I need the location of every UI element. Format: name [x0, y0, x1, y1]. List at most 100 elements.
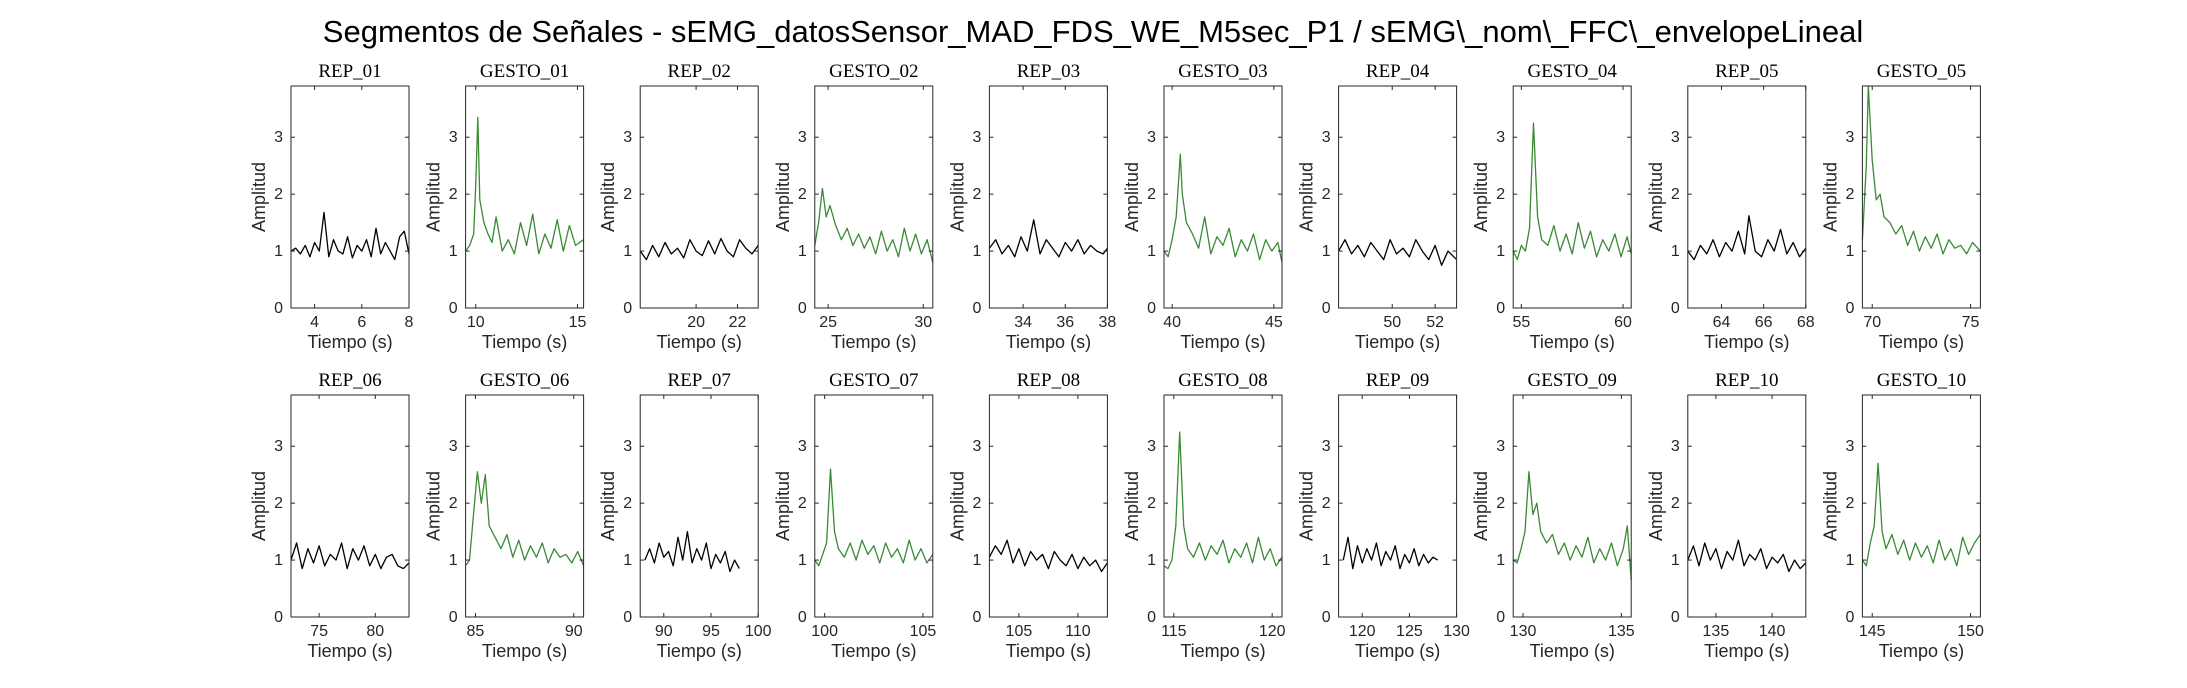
x-tick-label: 120 [1349, 623, 1376, 640]
subplot-title: REP_09 [1366, 370, 1429, 391]
y-tick-label: 3 [274, 438, 283, 455]
series-line [290, 211, 410, 261]
subplot-gesto-09: 130 135 0 1 2 3 GESTO_09 Tiempo (s) Amplitud [1471, 370, 1635, 661]
x-tick-label: 68 [1797, 314, 1815, 331]
y-tick-label: 3 [623, 129, 632, 146]
y-tick-label: 3 [449, 438, 458, 455]
series-line [1512, 471, 1632, 581]
subplot-title: REP_01 [318, 61, 381, 82]
subplot-gesto-05: 70 75 0 1 2 3 GESTO_05 Tiempo (s) Amplitud [1820, 61, 1981, 352]
subplot-gesto-10: 145 150 0 1 2 3 GESTO_10 Tiempo (s) Amplitud [1820, 370, 1984, 661]
x-tick-label: 145 [1859, 623, 1886, 640]
y-tick-label: 2 [449, 495, 458, 512]
series-line [1687, 539, 1807, 573]
x-tick-label: 4 [310, 314, 319, 331]
y-tick-label: 0 [972, 609, 981, 626]
x-axis-label: Tiempo (s) [1530, 332, 1615, 352]
x-axis-label: Tiempo (s) [1704, 641, 1789, 661]
subplot-title: GESTO_03 [1178, 61, 1267, 82]
axes-box [814, 85, 934, 309]
x-tick-label: 30 [914, 314, 932, 331]
x-tick-label: 40 [1163, 314, 1181, 331]
y-tick-label: 0 [798, 300, 807, 317]
x-tick-label: 50 [1383, 314, 1401, 331]
axes-box [639, 394, 759, 618]
y-tick-label: 2 [1322, 186, 1331, 203]
series-line [644, 530, 740, 573]
x-tick-label: 55 [1512, 314, 1530, 331]
y-tick-label: 2 [1845, 186, 1854, 203]
series-line [465, 116, 584, 255]
x-tick-label: 105 [910, 623, 937, 640]
y-tick-label: 3 [1322, 438, 1331, 455]
subplot-rep-08: 105 110 0 1 2 3 REP_08 Tiempo (s) Amplitud [947, 370, 1108, 661]
axes-box [1338, 394, 1458, 618]
axes-box [814, 394, 934, 618]
subplot-title: GESTO_04 [1528, 61, 1618, 82]
y-tick-label: 2 [274, 495, 283, 512]
x-tick-label: 20 [687, 314, 705, 331]
x-tick-label: 100 [745, 623, 772, 640]
axes-box [1163, 85, 1283, 309]
series-line [814, 468, 934, 567]
axes-box [1338, 85, 1458, 309]
y-tick-label: 3 [798, 438, 807, 455]
x-axis-label: Tiempo (s) [1879, 332, 1964, 352]
x-axis-label: Tiempo (s) [482, 641, 567, 661]
series-line [1338, 239, 1458, 266]
x-tick-label: 110 [1065, 623, 1091, 640]
axes-box [465, 85, 585, 309]
y-tick-label: 3 [1496, 129, 1505, 146]
subplot-title: GESTO_09 [1528, 370, 1617, 391]
subplot-title: GESTO_05 [1877, 61, 1966, 82]
axes-box [1861, 85, 1981, 309]
y-tick-label: 0 [449, 300, 458, 317]
x-tick-label: 115 [1161, 623, 1187, 640]
y-axis-label: Amplitud [1122, 471, 1142, 541]
subplot-title: GESTO_06 [480, 370, 569, 391]
x-tick-label: 45 [1265, 314, 1283, 331]
x-tick-label: 66 [1755, 314, 1773, 331]
subplot-gesto-06: 85 90 0 1 2 3 GESTO_06 Tiempo (s) Amplitud [424, 370, 585, 661]
x-axis-label: Tiempo (s) [1879, 641, 1964, 661]
x-tick-label: 105 [1006, 623, 1033, 640]
axes-box [1687, 85, 1807, 309]
y-tick-label: 2 [1671, 186, 1680, 203]
x-tick-label: 10 [467, 314, 485, 331]
x-tick-label: 140 [1759, 623, 1786, 640]
series-line [290, 542, 410, 570]
x-axis-label: Tiempo (s) [1355, 332, 1440, 352]
y-axis-label: Amplitud [1297, 471, 1317, 541]
y-tick-label: 3 [1845, 438, 1854, 455]
y-tick-label: 2 [972, 186, 981, 203]
series-line [1342, 536, 1439, 570]
y-tick-label: 1 [1496, 552, 1505, 569]
y-tick-label: 3 [1322, 129, 1331, 146]
subplot-rep-01: 4 6 8 0 1 2 3 REP_01 Tiempo (s) Amplitud [249, 61, 414, 352]
subplot-title: REP_03 [1017, 61, 1080, 82]
y-tick-label: 0 [449, 609, 458, 626]
x-tick-label: 130 [1443, 623, 1470, 640]
y-tick-label: 3 [1671, 129, 1680, 146]
subplot-gesto-04: 55 60 0 1 2 3 GESTO_04 Tiempo (s) Amplitud [1471, 61, 1632, 352]
y-tick-label: 2 [798, 495, 807, 512]
x-tick-label: 36 [1056, 314, 1074, 331]
x-tick-label: 25 [819, 314, 837, 331]
series-line [814, 187, 934, 263]
y-tick-label: 1 [623, 552, 632, 569]
y-tick-label: 1 [798, 552, 807, 569]
y-tick-label: 0 [623, 609, 632, 626]
axes-box [290, 394, 410, 618]
subplot-title: REP_10 [1715, 370, 1778, 391]
x-axis-label: Tiempo (s) [1180, 332, 1265, 352]
subplot-title: REP_06 [318, 370, 381, 391]
x-tick-label: 75 [310, 623, 328, 640]
axes-box [1512, 85, 1632, 309]
axes-box [1861, 394, 1981, 618]
y-axis-label: Amplitud [773, 471, 793, 541]
y-axis-label: Amplitud [947, 471, 967, 541]
y-tick-label: 0 [1147, 609, 1156, 626]
x-axis-label: Tiempo (s) [657, 332, 742, 352]
axes-box [639, 85, 759, 309]
